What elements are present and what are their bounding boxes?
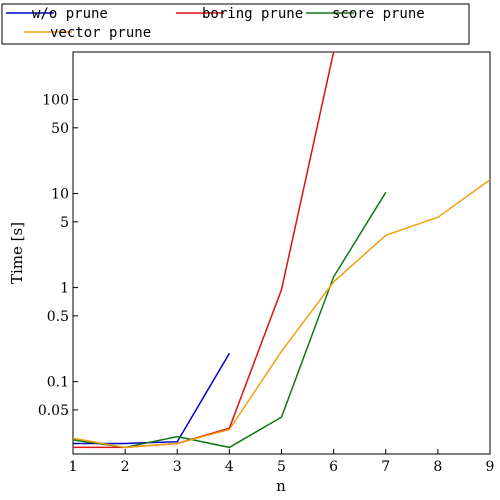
x-tick-label: 5 xyxy=(277,459,286,475)
x-tick-label: 1 xyxy=(69,459,78,475)
x-tick-label: 2 xyxy=(121,459,130,475)
legend-label: vector prune xyxy=(50,25,151,41)
x-tick-label: 4 xyxy=(225,459,234,475)
x-tick-label: 6 xyxy=(329,459,338,475)
y-tick-label: 0.1 xyxy=(47,375,69,391)
series-line-w-o-prune xyxy=(73,352,231,445)
legend-label: boring prune xyxy=(202,6,303,22)
y-tick-label: 1 xyxy=(60,281,69,297)
x-axis: 1 2 3 4 5 6 7 8 9 xyxy=(69,449,495,475)
legend-label: score prune xyxy=(332,6,425,22)
y-tick-label: 0.5 xyxy=(47,309,69,325)
legend: w/o prune boring prune score prune vector p… xyxy=(1,3,470,45)
y-tick-label: 5 xyxy=(60,215,69,231)
series-line-vector-prune xyxy=(73,179,490,449)
y-tick-label: 100 xyxy=(42,93,69,109)
legend-box xyxy=(1,3,470,45)
x-axis-label: n xyxy=(276,477,286,495)
plot-frame xyxy=(72,51,491,455)
legend-label: w/o prune xyxy=(32,6,108,22)
x-tick-label: 8 xyxy=(433,459,442,475)
x-tick-label: 3 xyxy=(173,459,182,475)
series-line-boring-prune xyxy=(73,52,335,449)
y-tick-label: 10 xyxy=(51,187,69,203)
y-tick-label: 0.05 xyxy=(38,403,69,419)
x-tick-label: 7 xyxy=(381,459,390,475)
y-axis-label: Time [s] xyxy=(8,222,26,284)
series-line-score-prune xyxy=(73,191,387,449)
y-tick-label: 50 xyxy=(51,121,69,137)
y-axis: 0.05 0.1 0.5 1 5 10 50 100 xyxy=(38,93,78,419)
series-layer xyxy=(73,52,490,449)
x-tick-label: 9 xyxy=(486,459,495,475)
